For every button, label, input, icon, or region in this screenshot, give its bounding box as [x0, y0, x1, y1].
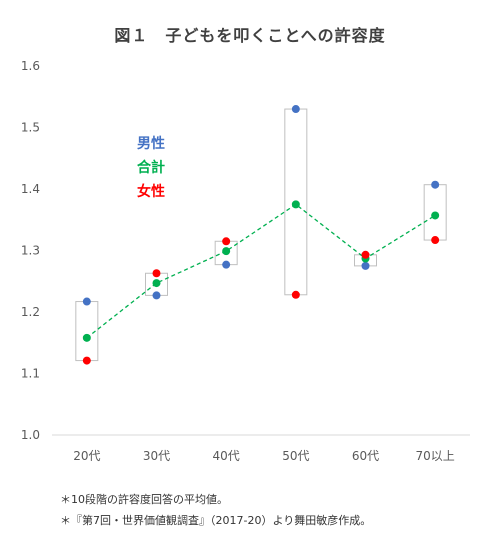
- data-point-series-1: [82, 333, 91, 342]
- total-line: [86, 203, 436, 339]
- chart-title: 図１ 子どもを叩くことへの許容度: [114, 26, 386, 45]
- data-point-series-1: [291, 200, 300, 209]
- y-tick-label: 1.3: [21, 244, 40, 258]
- x-tick-label: 40代: [213, 449, 240, 463]
- range-boxes: [75, 108, 447, 362]
- y-tick-label: 1.6: [21, 59, 40, 73]
- y-tick-label: 1.2: [21, 305, 40, 319]
- data-point-series-1: [431, 211, 440, 220]
- data-point-series-0: [152, 291, 161, 300]
- legend-entry: 女性: [137, 183, 165, 200]
- data-point-series-1: [152, 279, 161, 288]
- data-point-series-0: [361, 261, 370, 270]
- data-point-series-2: [222, 237, 231, 246]
- x-axis: 20代 30代 40代 50代 60代 70以上: [52, 434, 470, 463]
- y-axis: 1.0 1.1 1.2 1.3 1.4 1.5 1.6: [21, 59, 40, 442]
- data-point-series-1: [222, 247, 231, 256]
- data-point-series-2: [82, 356, 91, 365]
- x-tick-label: 50代: [282, 449, 309, 463]
- data-point-series-2: [291, 290, 300, 299]
- y-tick-label: 1.4: [21, 182, 40, 196]
- footnote-2: ＊『第7回・世界価値観調査』（2017-20）より舞田敏彦作成。: [60, 514, 372, 527]
- legend-entry: 合計: [137, 159, 165, 176]
- data-point-series-2: [431, 236, 440, 245]
- footnotes: ＊10段階の許容度回答の平均値。 ＊『第7回・世界価値観調査』（2017-20）…: [60, 489, 371, 531]
- x-tick-label: 30代: [143, 449, 170, 463]
- data-point-series-0: [82, 297, 91, 306]
- data-point-series-0: [431, 180, 440, 189]
- data-point-series-2: [152, 269, 161, 278]
- y-tick-label: 1.1: [21, 367, 40, 381]
- data-point-series-2: [361, 250, 370, 259]
- y-tick-label: 1.0: [21, 428, 40, 442]
- legend-entry: 男性: [137, 135, 165, 152]
- data-points: [82, 105, 440, 365]
- y-tick-label: 1.5: [21, 121, 40, 135]
- x-tick-label: 20代: [73, 449, 100, 463]
- x-tick-label: 60代: [352, 449, 379, 463]
- data-point-series-0: [291, 105, 300, 114]
- footnote-1: ＊10段階の許容度回答の平均値。: [60, 493, 228, 506]
- series-line-total: [86, 203, 436, 339]
- data-point-series-0: [222, 260, 231, 269]
- x-tick-label: 70以上: [416, 449, 455, 463]
